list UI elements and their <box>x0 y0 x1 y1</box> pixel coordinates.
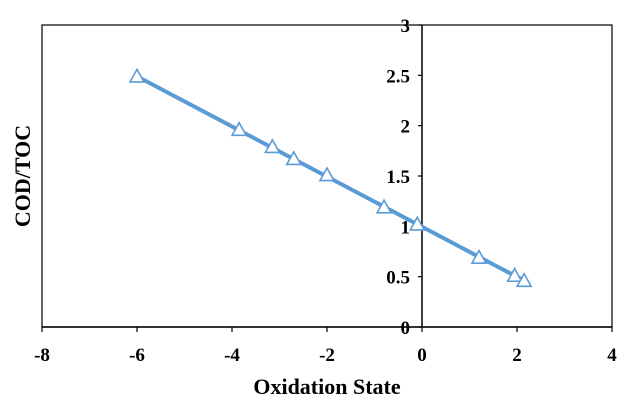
x-axis-title: Oxidation State <box>253 374 401 399</box>
data-point <box>285 150 303 166</box>
data-point <box>408 215 426 231</box>
x-tick-label: 0 <box>417 345 427 366</box>
x-tick-label: 2 <box>512 345 522 366</box>
y-axis-title: COD/TOC <box>10 125 35 227</box>
y-tick-label: 1 <box>401 217 411 238</box>
data-point <box>470 248 488 264</box>
x-tick-label: 4 <box>607 345 617 366</box>
x-tick-label: -6 <box>129 345 145 366</box>
x-ticks: -8 -6 -4 -2 0 2 4 <box>34 327 617 366</box>
data-point <box>264 138 281 154</box>
y-tick-label: 2 <box>401 117 411 138</box>
y-tick-label: 0.5 <box>386 268 410 289</box>
y-tick-label: 0 <box>401 318 411 339</box>
y-tick-label: 2.5 <box>386 66 410 87</box>
data-point <box>515 272 533 288</box>
data-point <box>230 121 248 137</box>
x-tick-label: -2 <box>319 345 335 366</box>
data-point <box>506 267 523 283</box>
y-ticks: 0 0.5 1 1.5 2 2.5 3 <box>386 16 422 339</box>
data-point <box>318 166 336 182</box>
x-tick-label: -4 <box>224 345 240 366</box>
data-points <box>128 67 533 288</box>
y-tick-label: 1.5 <box>386 167 410 188</box>
data-point <box>128 67 146 83</box>
x-tick-label: -8 <box>34 345 50 366</box>
data-point <box>375 198 393 214</box>
y-tick-label: 3 <box>401 16 411 37</box>
